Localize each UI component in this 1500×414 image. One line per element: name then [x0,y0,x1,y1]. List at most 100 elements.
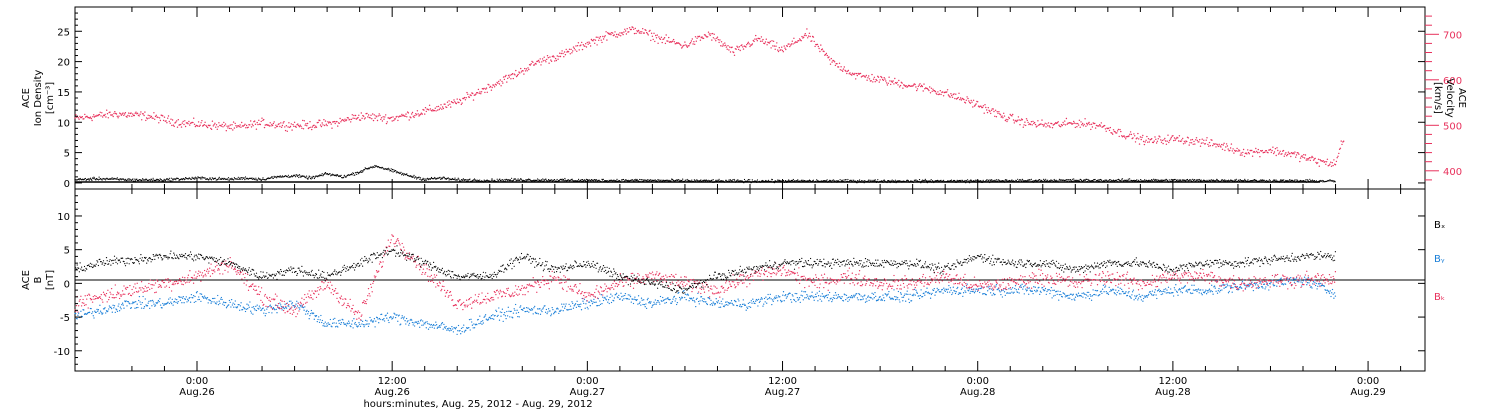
by-point [136,307,137,308]
velocity-point [228,125,229,126]
velocity-point [993,108,994,109]
by-point [871,293,872,294]
velocity-point [1108,128,1109,129]
velocity-point [1328,165,1329,166]
velocity-point [444,104,445,105]
by-point [274,309,275,310]
velocity-point [93,114,94,115]
velocity-point [1132,137,1133,138]
by-point [803,291,804,292]
velocity-point [808,35,809,36]
ion-density-point [158,179,159,180]
by-point [974,292,975,293]
ion-density-point [462,180,463,181]
velocity-point [874,77,875,78]
ion-density-point [994,180,995,181]
velocity-point [301,128,302,129]
by-point [265,313,266,314]
by-point [860,299,861,300]
by-point [1135,298,1136,299]
velocity-point [1081,124,1082,125]
by-point [152,300,153,301]
by-point [1142,295,1143,296]
by-point [839,296,840,297]
by-point [451,330,452,331]
ion-density-point [852,181,853,182]
ion-density-point [132,178,133,179]
velocity-point [104,114,105,115]
ion-density-point [300,175,301,176]
by-point [448,328,449,329]
velocity-point [1274,151,1275,152]
by-point [631,301,632,302]
ion-density-point [314,178,315,179]
velocity-point [988,107,989,108]
ion-density-point [102,179,103,180]
by-point [340,324,341,325]
by-point [422,320,423,321]
velocity-point [805,35,806,36]
velocity-point [486,87,487,88]
by-point [603,300,604,301]
velocity-point [741,44,742,45]
ion-density-point [913,182,914,183]
ion-density-point [681,180,682,181]
ion-density-point [356,174,357,175]
velocity-point [1101,122,1102,123]
velocity-point [653,39,654,40]
velocity-point [83,118,84,119]
by-point [772,299,773,300]
velocity-point [448,100,449,101]
by-point [482,320,483,321]
ion-density-point [1022,180,1023,181]
by-point [1064,293,1065,294]
ion-density-point [1157,181,1158,182]
by-point [675,300,676,301]
velocity-point [728,49,729,50]
velocity-point [438,106,439,107]
by-point [140,304,141,305]
ion-density-point [771,181,772,182]
ion-density-point [525,181,526,182]
by-point [134,308,135,309]
by-point [541,311,542,312]
ion-density-point [234,177,235,178]
ion-density-point [795,181,796,182]
ion-density-point [954,180,955,181]
by-point [746,310,747,311]
by-point [199,299,200,300]
by-point [483,322,484,323]
by-point [537,308,538,309]
velocity-point [1173,140,1174,141]
by-point [593,299,594,300]
by-point [1073,298,1074,299]
ion-density-point [317,176,318,177]
velocity-point [544,60,545,61]
by-point [202,297,203,298]
velocity-point [913,84,914,85]
ion-density-point [396,172,397,173]
velocity-point [668,37,669,38]
ion-density-point [104,178,105,179]
ion-density-point [393,171,394,172]
velocity-point [620,35,621,36]
velocity-point [465,99,466,100]
by-point [538,313,539,314]
by-point [253,306,254,307]
ion-density-point [793,179,794,180]
velocity-point [1146,136,1147,137]
velocity-point [644,32,645,33]
ion-density-point [551,180,552,181]
velocity-point [602,36,603,37]
velocity-point [588,44,589,45]
by-point [221,299,222,300]
by-point [153,303,154,304]
velocity-point [1237,151,1238,152]
ion-density-point [510,180,511,181]
velocity-point [1266,150,1267,151]
by-point [616,293,617,294]
velocity-point [648,34,649,35]
ion-density-point [748,179,749,180]
by-point [882,300,883,301]
velocity-point [311,129,312,130]
